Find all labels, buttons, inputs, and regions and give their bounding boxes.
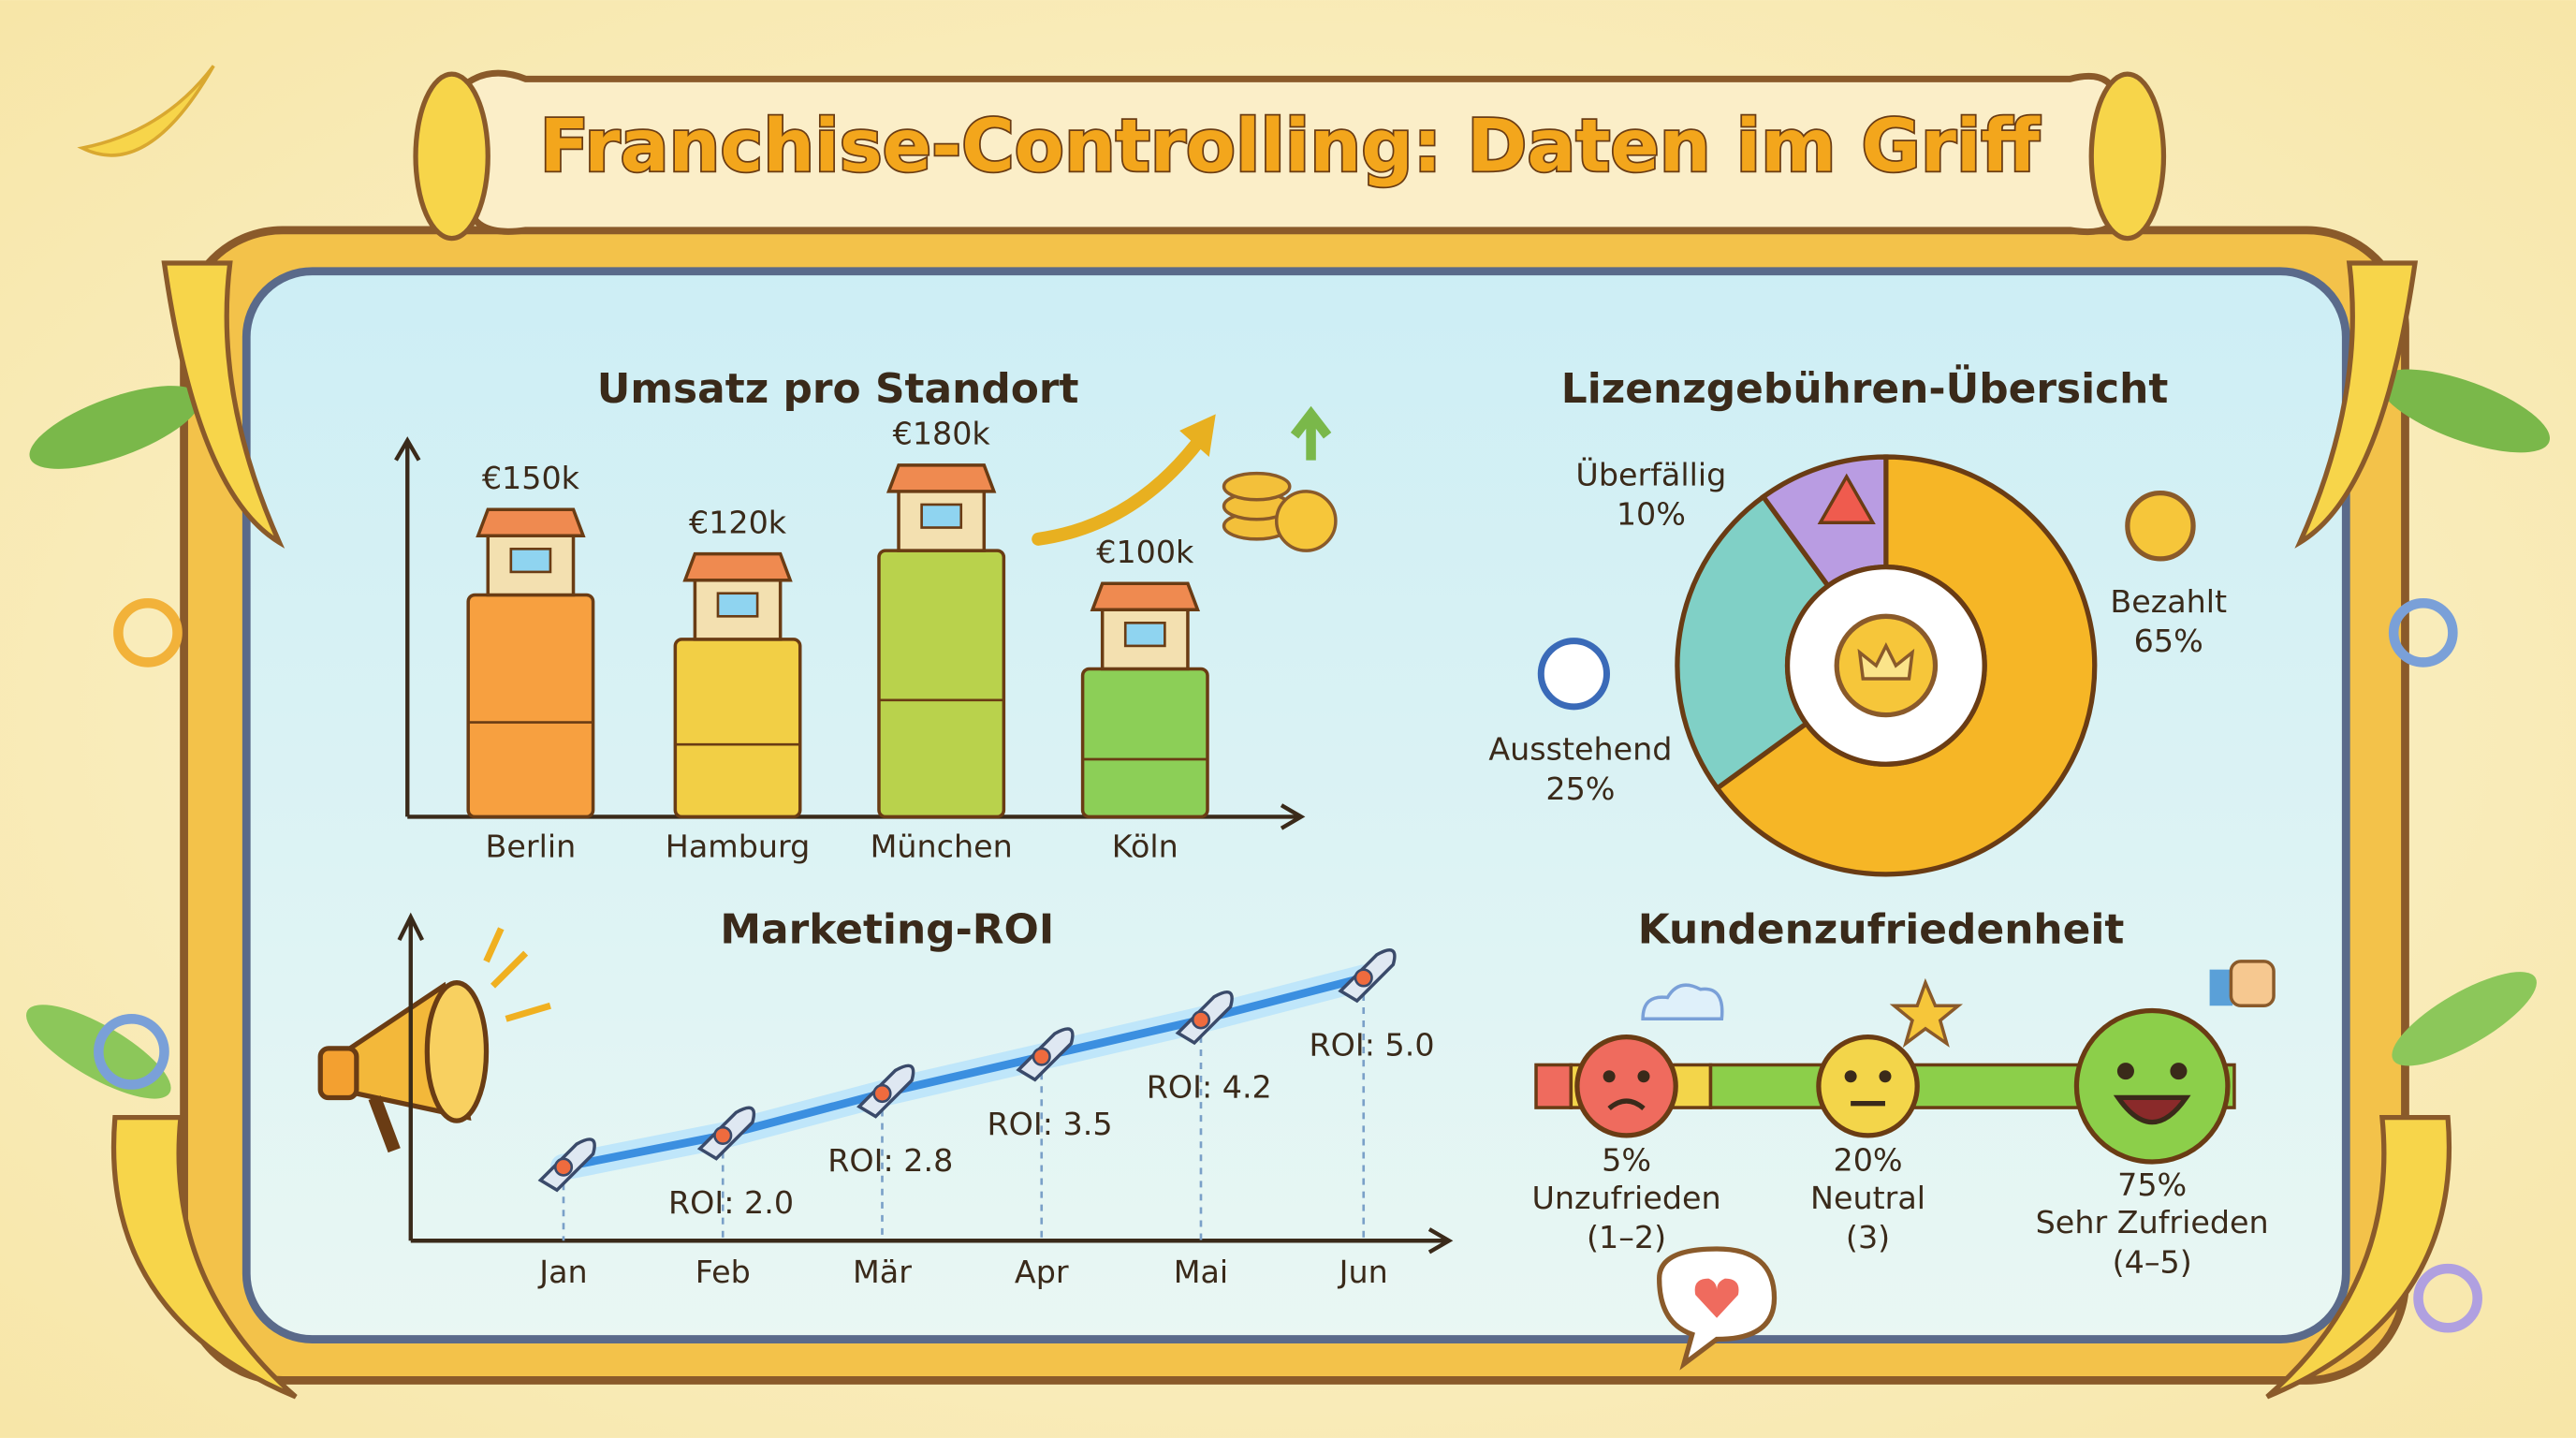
axis-arrow: [397, 912, 1454, 1255]
decoration: [1123, 622, 1166, 648]
decoration: [26, 65, 2551, 1400]
value-label: 10%: [1617, 496, 1686, 533]
decoration: [1032, 405, 1338, 552]
value-label: ROI: 5.0: [1309, 1027, 1434, 1064]
decoration: [716, 592, 759, 618]
roi-point: [713, 1125, 733, 1146]
decoration: [509, 548, 552, 574]
roi-line: [559, 974, 1368, 1172]
x-tick-label: München: [871, 828, 1013, 864]
scale-label: (3): [1846, 1219, 1890, 1255]
roi-point: [1032, 1047, 1051, 1066]
x-tick-label: Jan: [537, 1254, 587, 1290]
decoration: [2125, 491, 2196, 562]
value-label: €100k: [1096, 534, 1194, 570]
x-tick-label: Apr: [1015, 1254, 1069, 1290]
decoration: [2088, 71, 2167, 242]
x-tick-label: Hamburg: [666, 828, 811, 864]
scale-label: (4–5): [2113, 1243, 2192, 1280]
bar: [877, 549, 1006, 819]
x-tick-label: Mai: [1174, 1254, 1228, 1290]
rating-segment: [1534, 1063, 1573, 1109]
chart-title: Kundenzufriedenheit: [1638, 905, 2125, 953]
decoration: [886, 463, 997, 493]
decoration: [1816, 1034, 1920, 1138]
decoration: [476, 507, 586, 538]
roi-point: [1191, 1010, 1211, 1030]
decoration: [1574, 1034, 1678, 1138]
chart-title: Marketing-ROI: [720, 905, 1054, 953]
decoration: [1844, 1070, 1857, 1083]
decoration: [413, 71, 490, 242]
x-tick-label: Jun: [1338, 1254, 1388, 1290]
value-label: 5%: [1602, 1142, 1651, 1179]
scale-label: (1–2): [1587, 1219, 1666, 1255]
bar: [1080, 667, 1209, 819]
decoration: [1879, 1070, 1892, 1083]
legend-label: Bezahlt: [2110, 583, 2227, 620]
decoration: [1641, 960, 2276, 1371]
bar: [673, 638, 802, 819]
decoration: [1857, 641, 1915, 681]
value-label: 75%: [2117, 1167, 2187, 1203]
value-label: ROI: 2.8: [827, 1142, 953, 1179]
roi-point: [553, 1157, 574, 1177]
decoration: [1607, 1098, 1646, 1111]
value-label: ROI: 3.5: [987, 1106, 1112, 1142]
decoration: [1637, 1070, 1650, 1083]
x-tick-label: Mär: [853, 1254, 912, 1290]
value-label: 65%: [2134, 623, 2203, 659]
category-label: Sehr Zufrieden: [2036, 1204, 2269, 1240]
category-label: Neutral: [1810, 1180, 1925, 1216]
value-label: ROI: 2.0: [668, 1184, 794, 1221]
page-title: Franchise-Controlling: Daten im Griff: [540, 105, 2042, 189]
decoration: [2073, 1007, 2231, 1165]
value-label: 25%: [1545, 770, 1615, 807]
decoration: [920, 503, 963, 529]
decoration: [1817, 473, 1876, 525]
decoration: [1603, 1070, 1616, 1083]
bar: [466, 593, 595, 819]
x-tick-label: Feb: [695, 1254, 751, 1290]
decoration: [2170, 1063, 2188, 1080]
x-tick-label: Berlin: [486, 828, 577, 864]
chart-title: Lizenzgebühren-Übersicht: [1561, 363, 2169, 413]
value-label: €120k: [689, 505, 787, 541]
decoration: [1090, 581, 1201, 612]
value-label: ROI: 4.2: [1147, 1069, 1272, 1106]
decoration: [2116, 1063, 2134, 1080]
legend-label: Überfällig: [1575, 456, 1726, 493]
value-label: €180k: [893, 416, 991, 452]
value-label: €150k: [482, 460, 580, 496]
decoration: [2113, 1094, 2191, 1125]
x-tick-label: Köln: [1112, 828, 1178, 864]
decoration: [1537, 638, 1610, 711]
roi-point: [872, 1083, 892, 1104]
chart-title: Umsatz pro Standort: [597, 365, 1079, 413]
decoration: [682, 551, 793, 582]
category-label: Unzufrieden: [1531, 1180, 1720, 1216]
axis-arrow: [394, 436, 1306, 830]
value-label: 20%: [1834, 1142, 1903, 1179]
legend-label: Ausstehend: [1488, 731, 1672, 768]
roi-point: [1354, 968, 1373, 988]
